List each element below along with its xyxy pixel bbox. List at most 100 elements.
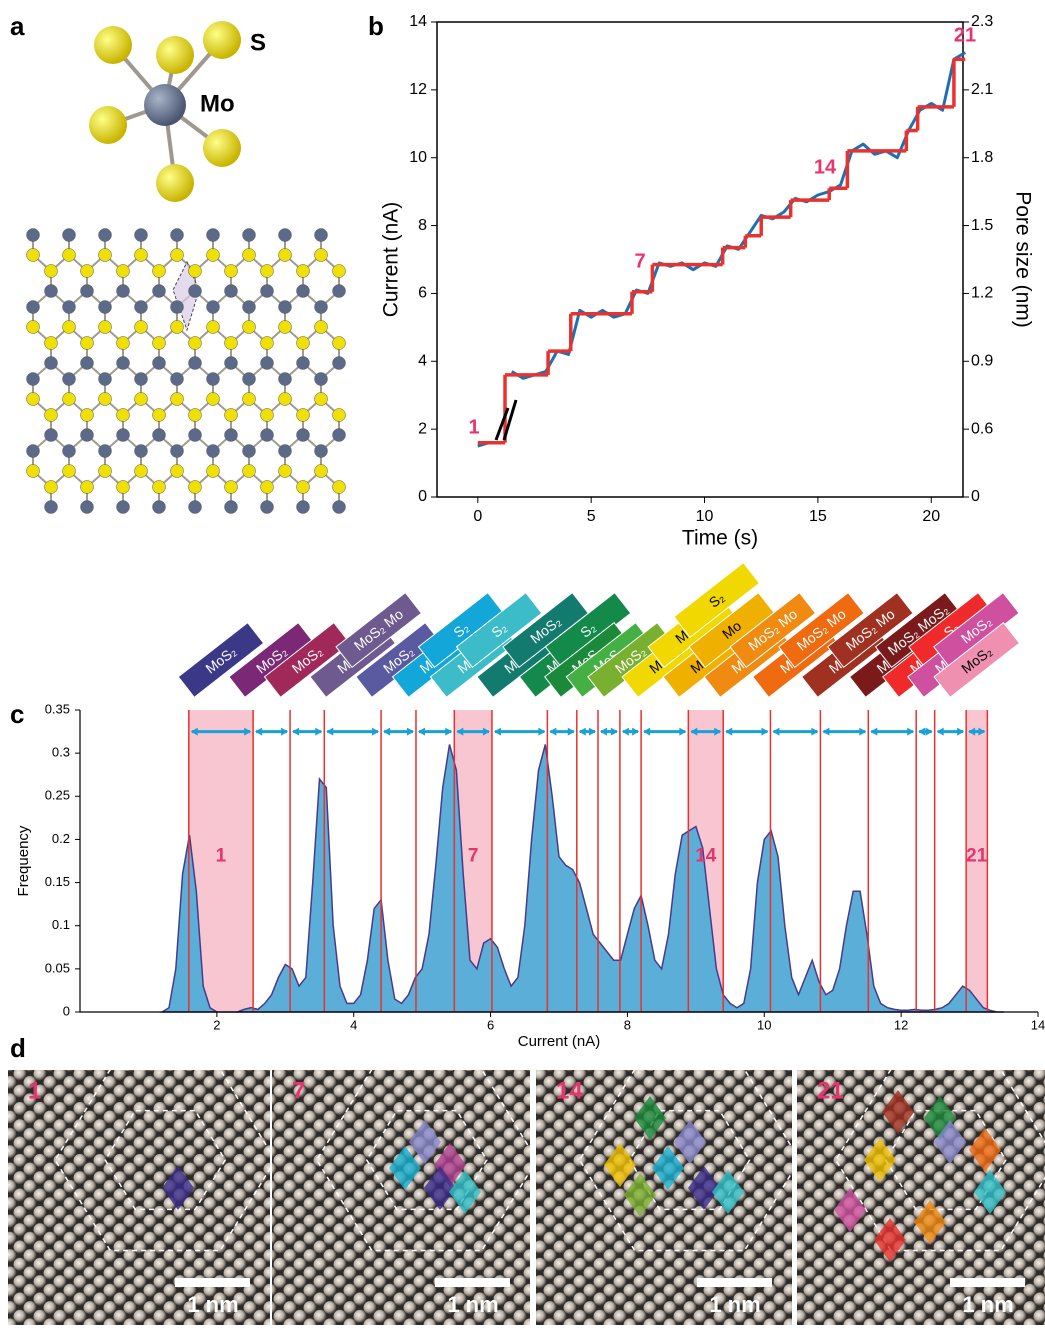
atom — [171, 301, 184, 314]
atom — [135, 301, 148, 314]
y-tick-label: 4 — [418, 353, 427, 370]
atom — [135, 249, 148, 262]
atom — [333, 409, 346, 422]
atom — [261, 285, 274, 298]
atom — [225, 265, 238, 278]
atom — [45, 285, 58, 298]
atom — [297, 265, 310, 278]
interval-number: 21 — [966, 846, 988, 867]
x-tick-label: 4 — [350, 1017, 357, 1032]
atom — [207, 445, 220, 458]
interval-number: 1 — [216, 846, 227, 867]
atom — [279, 229, 292, 242]
atom — [171, 373, 184, 386]
y-tick-label: 2 — [418, 420, 427, 437]
atom — [153, 337, 166, 350]
y-tick-label: 0.2 — [52, 831, 70, 846]
atom — [45, 265, 58, 278]
atom — [333, 357, 346, 370]
image-label: 1 — [28, 1077, 41, 1104]
y2-tick-label: 0.9 — [971, 353, 993, 370]
atom — [27, 465, 40, 478]
atom — [27, 301, 40, 314]
atom — [279, 445, 292, 458]
atom — [207, 301, 220, 314]
atom — [315, 229, 328, 242]
atom — [333, 285, 346, 298]
y-tick-label: 0.25 — [45, 788, 70, 803]
scale-label: 1 nm — [962, 1292, 1013, 1317]
atom — [225, 285, 238, 298]
atom — [45, 501, 58, 514]
scale-label: 1 nm — [187, 1292, 238, 1317]
atom — [243, 229, 256, 242]
y-axis-title: Frequency — [15, 825, 32, 896]
atom — [135, 445, 148, 458]
atom — [135, 465, 148, 478]
atom — [225, 501, 238, 514]
step-annotation: 7 — [634, 250, 645, 272]
atom — [297, 409, 310, 422]
atom — [63, 321, 76, 334]
atom — [81, 409, 94, 422]
y2-tick-label: 0.6 — [971, 420, 993, 437]
atom — [45, 337, 58, 350]
x-tick-label: 0 — [473, 508, 482, 525]
y-tick-label: 0 — [418, 488, 427, 505]
atom — [63, 249, 76, 262]
atom — [189, 357, 202, 370]
atom-label: S — [250, 29, 266, 56]
atom — [135, 229, 148, 242]
atom — [225, 409, 238, 422]
atom — [279, 249, 292, 262]
atom — [261, 409, 274, 422]
atom — [189, 429, 202, 442]
y-tick-label: 0.35 — [45, 701, 70, 716]
atom — [45, 409, 58, 422]
atom — [153, 285, 166, 298]
x-tick-label: 15 — [809, 508, 827, 525]
atom — [117, 501, 130, 514]
atom — [297, 357, 310, 370]
atom — [27, 249, 40, 262]
atom — [63, 445, 76, 458]
atom — [207, 321, 220, 334]
atom — [153, 501, 166, 514]
atom — [297, 481, 310, 494]
atom — [261, 357, 274, 370]
lattice — [27, 229, 346, 514]
atom — [315, 393, 328, 406]
y2-tick-label: 1.2 — [971, 285, 993, 302]
atom — [99, 393, 112, 406]
y2-tick-label: 2.1 — [971, 81, 993, 98]
atom — [99, 301, 112, 314]
y-tick-label: 14 — [409, 13, 427, 30]
atom — [297, 429, 310, 442]
atom — [117, 337, 130, 350]
atom — [153, 481, 166, 494]
atom — [63, 229, 76, 242]
atom — [117, 429, 130, 442]
page: a b c d S Mo 051015200246810121400.60.91… — [0, 0, 1045, 1325]
scale-bar — [435, 1278, 510, 1287]
atom — [153, 357, 166, 370]
atom — [189, 337, 202, 350]
interval-number: 14 — [695, 846, 717, 867]
atom — [315, 249, 328, 262]
y-tick-label: 12 — [409, 81, 427, 98]
atom — [81, 357, 94, 370]
atom — [189, 285, 202, 298]
y-tick-label: 6 — [418, 285, 427, 302]
atom — [243, 393, 256, 406]
interval-number: 7 — [468, 846, 479, 867]
atom — [27, 393, 40, 406]
atom — [279, 301, 292, 314]
panel-label: a — [10, 11, 25, 41]
atom — [171, 321, 184, 334]
atom — [207, 229, 220, 242]
atom — [63, 465, 76, 478]
atom — [81, 429, 94, 442]
y2-tick-label: 1.5 — [971, 217, 993, 234]
x-tick-label: 6 — [487, 1017, 494, 1032]
atom — [261, 501, 274, 514]
